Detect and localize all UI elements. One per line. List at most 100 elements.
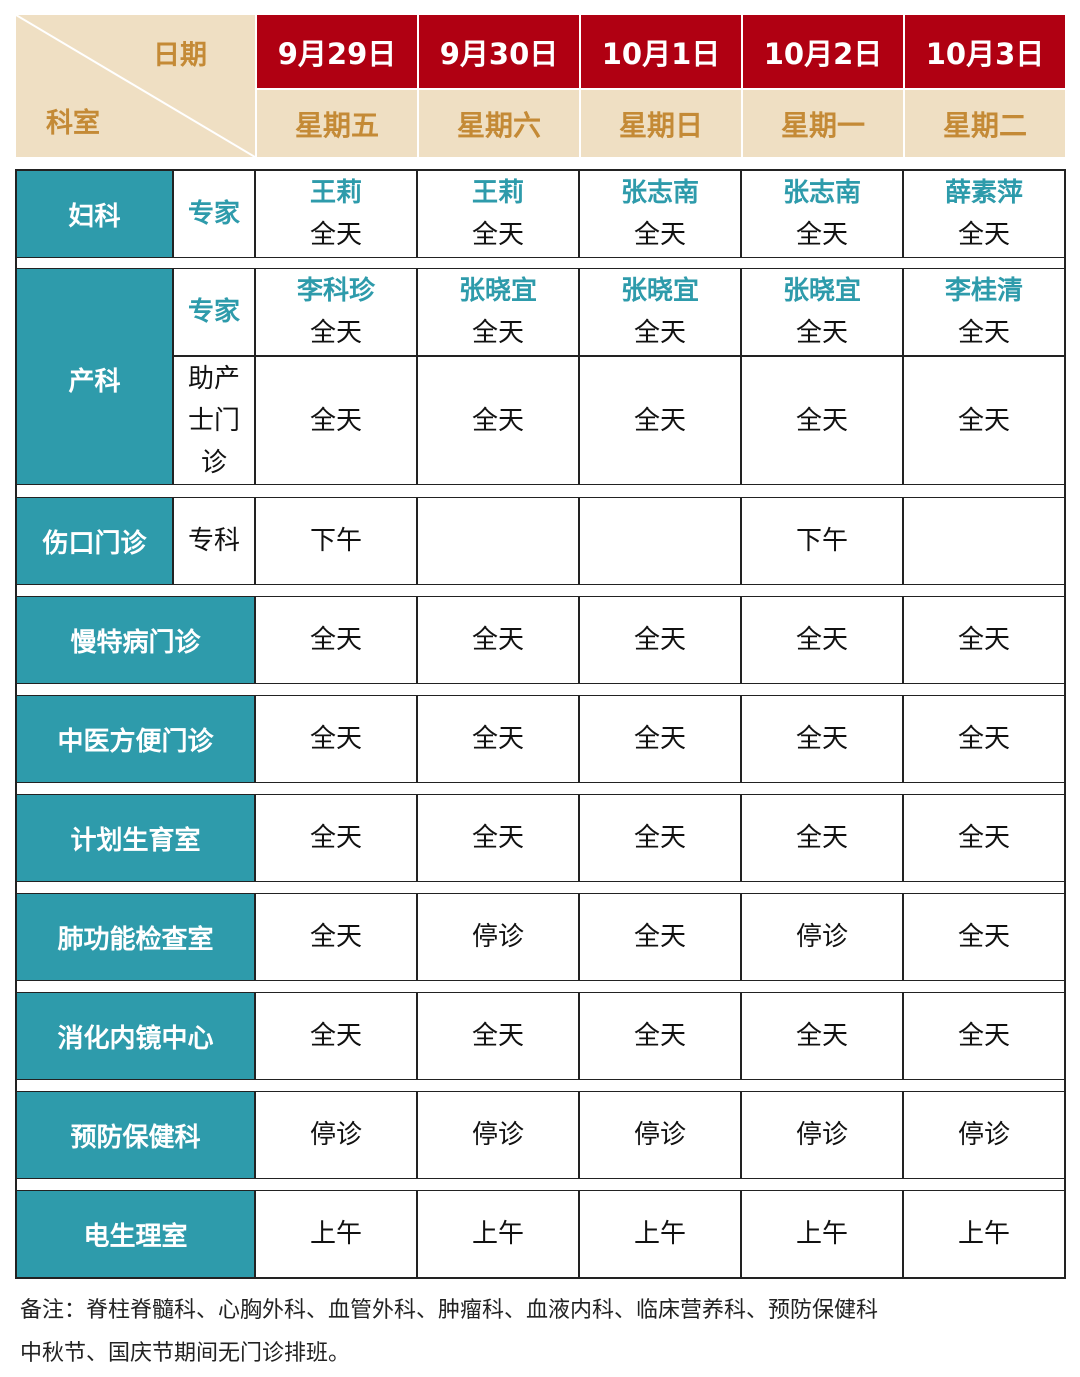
schedule-cell: 全天: [255, 356, 417, 485]
schedule-cell: 张晓宜 全天: [579, 268, 741, 356]
schedule-cell: 全天: [579, 596, 741, 684]
schedule-cell: 全天: [579, 992, 741, 1080]
schedule-cell: 李科珍 全天: [255, 268, 417, 356]
schedule-cell: 全天: [903, 794, 1065, 882]
schedule-cell: 全天: [741, 992, 903, 1080]
shift-value: 上午: [309, 1219, 362, 1249]
schedule-cell: 全天: [903, 596, 1065, 684]
shift-value: 全天: [957, 922, 1010, 952]
shift-value: 全天: [795, 1021, 848, 1051]
schedule-cell: 全天: [741, 695, 903, 783]
schedule-cell: 下午: [255, 497, 417, 585]
doctor-name: 李科珍: [296, 276, 375, 306]
schedule-cell: 下午: [741, 497, 903, 585]
schedule-cell: 全天: [903, 992, 1065, 1080]
shift-value: 上午: [795, 1219, 848, 1249]
shift-value: 上午: [471, 1219, 524, 1249]
department-label: 慢特病门诊: [16, 596, 255, 684]
schedule-cell: 王莉 全天: [255, 170, 417, 258]
doctor-name: 张晓宜: [458, 276, 537, 306]
shift-value: 全天: [633, 823, 686, 853]
schedule-cell: 停诊: [417, 1091, 579, 1179]
doctor-name: 张晓宜: [782, 276, 861, 306]
schedule-cell: 全天: [255, 596, 417, 684]
schedule-cell: 停诊: [903, 1091, 1065, 1179]
shift-value: 上午: [957, 1219, 1010, 1249]
shift-value: 全天: [309, 1021, 362, 1051]
shift-value: 停诊: [957, 1120, 1010, 1150]
shift-value: 停诊: [309, 1120, 362, 1150]
date-header: 10月1日: [579, 15, 741, 88]
schedule-cell: 张志南 全天: [741, 170, 903, 258]
schedule-cell: 全天: [903, 695, 1065, 783]
schedule-cell: 停诊: [417, 893, 579, 981]
weekday-header: 星期二: [903, 88, 1065, 157]
shift-value: 停诊: [471, 922, 524, 952]
department-label: 中医方便门诊: [16, 695, 255, 783]
schedule-cell: 上午: [741, 1190, 903, 1278]
shift-value: 全天: [633, 220, 686, 250]
schedule-cell: 全天: [417, 695, 579, 783]
schedule-cell: 李桂清 全天: [903, 268, 1065, 356]
shift-value: 全天: [957, 405, 1010, 436]
date-header: 9月29日: [255, 15, 417, 88]
date-header: 10月3日: [903, 15, 1065, 88]
shift-value: 全天: [957, 1021, 1010, 1051]
shift-value: 全天: [795, 405, 848, 436]
shift-value: 全天: [633, 405, 686, 436]
note-line-1: 备注：脊柱脊髓科、心胸外科、血管外科、肿瘤科、血液内科、临床营养科、预防保健科: [20, 1298, 879, 1323]
shift-value: 停诊: [471, 1120, 524, 1150]
schedule-cell: 张晓宜 全天: [417, 268, 579, 356]
shift-value: 全天: [309, 220, 362, 250]
weekday-header: 星期日: [579, 88, 741, 157]
schedule-cell: 全天: [417, 596, 579, 684]
shift-value: 全天: [633, 1021, 686, 1051]
schedule-cell: 全天: [417, 794, 579, 882]
weekday-header: 星期六: [417, 88, 579, 157]
schedule-cell: 王莉 全天: [417, 170, 579, 258]
department-label: 肺功能检查室: [16, 893, 255, 981]
department-label: 计划生育室: [16, 794, 255, 882]
schedule-cell: [903, 497, 1065, 585]
shift-value: 全天: [795, 724, 848, 754]
schedule-cell: 上午: [255, 1190, 417, 1278]
shift-value: 全天: [633, 922, 686, 952]
schedule-cell: 全天: [417, 992, 579, 1080]
shift-value: 全天: [309, 318, 362, 348]
schedule-cell: 停诊: [741, 1091, 903, 1179]
shift-value: 全天: [471, 405, 524, 436]
shift-value: 全天: [795, 823, 848, 853]
shift-value: 全天: [957, 724, 1010, 754]
doctor-name: 张志南: [782, 178, 861, 208]
doctor-name: 王莉: [309, 178, 362, 208]
shift-value: 全天: [633, 724, 686, 754]
schedule-cell: 全天: [741, 596, 903, 684]
schedule-cell: 上午: [903, 1190, 1065, 1278]
shift-value: 停诊: [795, 1120, 848, 1150]
note-line-2: 中秋节、国庆节期间无门诊排班。: [20, 1341, 351, 1366]
schedule-cell: [417, 497, 579, 585]
schedule-cell: 全天: [741, 794, 903, 882]
schedule-cell: 全天: [903, 356, 1065, 485]
date-header: 9月30日: [417, 15, 579, 88]
department-label: 伤口门诊: [16, 497, 173, 585]
schedule-cell: 全天: [579, 794, 741, 882]
schedule-cell: 全天: [579, 893, 741, 981]
schedule-cell: 停诊: [741, 893, 903, 981]
doctor-name: 薛素萍: [944, 178, 1023, 208]
shift-value: 下午: [795, 526, 848, 556]
schedule-cell: 停诊: [255, 1091, 417, 1179]
shift-value: 上午: [633, 1219, 686, 1249]
diagonal-line: [16, 15, 255, 157]
shift-value: 全天: [957, 625, 1010, 655]
corner-date-label: 日期: [153, 40, 207, 71]
doctor-name: 王莉: [471, 178, 524, 208]
subdivision-label: 专科: [173, 497, 255, 585]
schedule-cell: 薛素萍 全天: [903, 170, 1065, 258]
doctor-name: 张晓宜: [620, 276, 699, 306]
department-label: 妇科: [16, 170, 173, 258]
shift-value: 停诊: [633, 1120, 686, 1150]
schedule-cell: 全天: [579, 356, 741, 485]
shift-value: 全天: [633, 625, 686, 655]
shift-value: 停诊: [795, 922, 848, 952]
